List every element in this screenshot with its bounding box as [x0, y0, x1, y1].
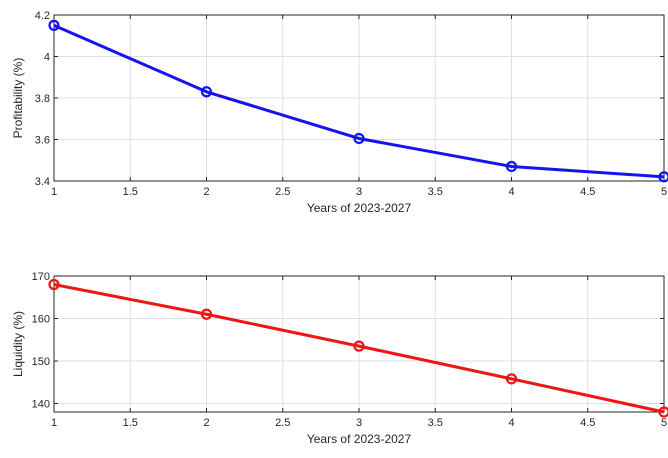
liquidity-x-tick-label: 1.5 [123, 417, 138, 429]
liquidity-x-tick-label: 3 [356, 417, 362, 429]
profitability-data-point [658, 171, 668, 183]
profitability-series-line [53, 23, 665, 179]
liquidity-x-tick-label: 4 [508, 417, 514, 429]
profitability-data-point [353, 132, 365, 145]
liquidity-x-tick-label: 3.5 [428, 417, 443, 429]
liquidity-y-tick-label: 150 [32, 356, 50, 368]
liquidity-y-tick-label: 160 [32, 314, 50, 326]
liquidity-x-tick-label: 2 [203, 417, 209, 429]
profitability-axes-box [53, 14, 665, 182]
profitability-y-tick-label: 3.6 [35, 135, 50, 147]
profitability-data-point [200, 86, 213, 98]
liquidity-y-axis-label: Liquidity (%) [11, 311, 25, 377]
liquidity-series-line [53, 283, 665, 414]
profitability-y-axis-label: Profitability (%) [11, 58, 25, 139]
profitability-data-point [505, 160, 518, 173]
liquidity-data-point [658, 406, 668, 418]
liquidity-x-tick-label: 1 [51, 417, 57, 429]
liquidity-x-tick-label: 2.5 [275, 417, 290, 429]
liquidity-data-point [505, 373, 518, 385]
profitability-x-tick-label: 1.5 [123, 186, 138, 198]
liquidity-y-tick-label: 140 [32, 399, 50, 411]
liquidity-data-point [200, 308, 213, 320]
liquidity-chart: 1 1.5 2 2.5 3 3.5 4 4.5 5 140 150 160 170 Years of 20… [11, 271, 668, 446]
profitability-y-tick-label: 3.4 [35, 176, 50, 188]
profitability-x-tick-label: 4 [508, 186, 514, 198]
profitability-x-tick-label: 4.5 [580, 186, 595, 198]
liquidity-axes-box [53, 275, 665, 413]
profitability-x-tick-label: 5 [661, 186, 667, 198]
profitability-x-tick-label: 3 [356, 186, 362, 198]
liquidity-y-tick-label: 170 [32, 271, 50, 283]
liquidity-x-axis-label: Years of 2023-2027 [307, 432, 412, 446]
profitability-x-tick-label: 1 [51, 186, 57, 198]
profitability-chart: 1 1.5 2 2.5 3 3.5 4 4.5 5 3.4 3.6 3.8 4 4.2 Years of 2… [11, 10, 668, 215]
liquidity-x-tick-label: 4.5 [580, 417, 595, 429]
profitability-x-axis-label: Years of 2023-2027 [307, 201, 412, 215]
profitability-data-point [48, 19, 60, 31]
profitability-x-tick-label: 2 [203, 186, 209, 198]
profitability-y-tick-label: 4.2 [35, 10, 50, 22]
profitability-y-tick-label: 4 [44, 52, 50, 64]
profitability-x-tick-label: 3.5 [428, 186, 443, 198]
liquidity-data-point [353, 340, 365, 352]
liquidity-data-point [48, 278, 60, 291]
profitability-x-tick-label: 2.5 [275, 186, 290, 198]
liquidity-x-tick-label: 5 [661, 417, 667, 429]
profitability-y-tick-label: 3.8 [35, 93, 50, 105]
